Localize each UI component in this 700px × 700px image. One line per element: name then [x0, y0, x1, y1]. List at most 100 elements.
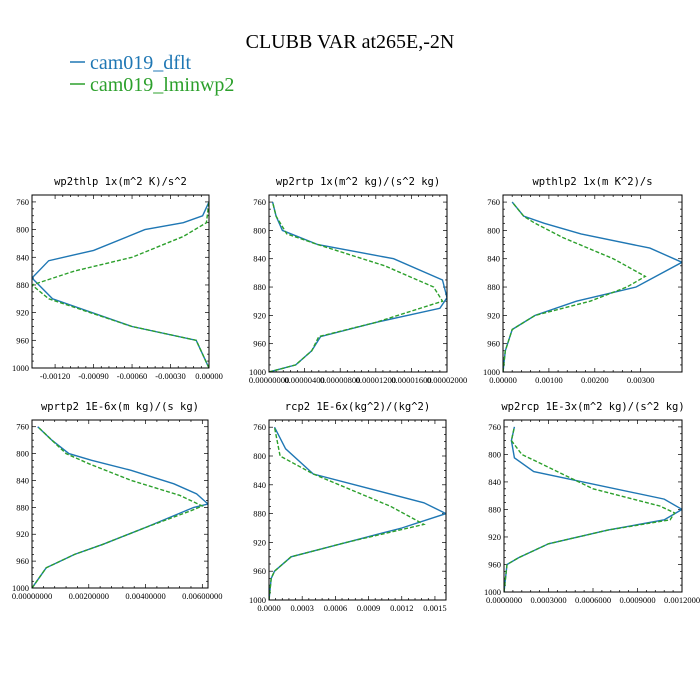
panel-2-xtick-label: 0.00000800: [320, 375, 360, 385]
legend: cam019_dflt cam019_lminwp2: [70, 52, 234, 96]
panel-4-ytick-label: 800: [16, 449, 29, 459]
panel-4-ytick-label: 960: [16, 556, 29, 566]
panel-3-xtick-label: 0.00300: [627, 375, 655, 385]
panel-6-ytick-label: 800: [488, 449, 501, 459]
panel-2-xtick-label: 0.00001600: [391, 375, 431, 385]
panel-5-ytick-label: 840: [253, 480, 266, 490]
panel-1-ytick-label: 880: [16, 280, 29, 290]
panel-3-xtick-label: 0.00000: [489, 375, 517, 385]
panel-6-ytick-label: 960: [488, 559, 501, 569]
panel-4-xtick-label: 0.00400000: [125, 591, 165, 601]
panel-3-ytick-label: 840: [487, 254, 500, 264]
panel-1-ytick-label: 920: [16, 308, 29, 318]
panel-2-series-dflt: [269, 201, 447, 372]
panel-3-frame: [502, 194, 683, 373]
panel-1-ytick-label: 800: [16, 225, 29, 235]
panel-6-frame: [503, 419, 683, 593]
panel-1-xtick-label: -0.00030: [155, 371, 185, 381]
panel-2-title: wp2rtp 1x(m^2 kg)/(s^2 kg): [276, 176, 440, 188]
panel-5-ytick-label: 760: [253, 422, 266, 432]
panel-6-title: wp2rcp 1E-3x(m^2 kg)/(s^2 kg): [501, 401, 684, 413]
panel-2-ytick-label: 840: [253, 254, 266, 264]
panel-4-ytick-label: 920: [16, 529, 29, 539]
panel-2-ytick-label: 1000: [249, 367, 266, 377]
panel-4-ytick-label: 840: [16, 475, 29, 485]
panel-6-xtick-label: 0.0003000: [530, 595, 566, 605]
panel-5-xtick-label: 0.0003: [291, 603, 314, 613]
panel-4-xtick-label: 0.00600000: [182, 591, 222, 601]
panel-2-ytick-label: 960: [253, 339, 266, 349]
panel-5-xtick-label: 0.0000: [257, 603, 280, 613]
panel-3-title: wpthlp2 1x(m K^2)/s: [532, 176, 652, 188]
panel-1-title: wp2thlp 1x(m^2 K)/s^2: [54, 176, 187, 188]
panel-1-xtick-label: -0.00090: [78, 371, 108, 381]
panels: wp2thlp 1x(m^2 K)/s^2 760 800 840 880 920 960 1…: [12, 176, 700, 613]
panel-4-xtick-label: 0.00200000: [69, 591, 109, 601]
panel-4-ytick-label: 880: [16, 502, 29, 512]
panel-6-xtick-label: 0.0009000: [619, 595, 655, 605]
panel-2-xtick-label: 0.00001200: [356, 375, 396, 385]
panel-4-ytick-label: 760: [16, 422, 29, 432]
panel-4-title: wprtp2 1E-6x(m kg)/(s kg): [41, 401, 199, 413]
panel-2-ytick-label: 760: [253, 197, 266, 207]
panel-5-xtick-label: 0.0006: [324, 603, 347, 613]
panel-2-frame: [268, 194, 448, 373]
panel-6-series-dflt: [504, 426, 682, 592]
panel-3-ytick-label: 800: [487, 225, 500, 235]
panel-2-xtick-label: 0.00000400: [284, 375, 324, 385]
panel-2-series-lminwp2: [269, 201, 444, 372]
panel-4: wprtp2 1E-6x(m kg)/(s kg) 760 800 840 880 920…: [12, 401, 223, 601]
panel-3-ytick-label: 760: [487, 197, 500, 207]
legend-label-lminwp2: cam019_lminwp2: [90, 74, 234, 96]
panel-4-frame: [31, 419, 209, 589]
panel-1-frame: [31, 194, 210, 369]
panel-3-xtick-label: 0.00200: [581, 375, 609, 385]
panel-6-series-lminwp2: [504, 426, 676, 592]
panel-5: rcp2 1E-6x(kg^2)/(kg^2) 760 800 840 880 920 96…: [249, 401, 447, 613]
panel-3-ytick-label: 1000: [483, 367, 500, 377]
panel-1-ytick-label: 1000: [12, 363, 29, 373]
panel-2-ytick-label: 880: [253, 282, 266, 292]
panel-6-ytick-label: 760: [488, 422, 501, 432]
panel-4-series-lminwp2: [32, 426, 205, 588]
panel-2-xtick-label: 0.00002000: [427, 375, 467, 385]
panel-1-series-dflt: [32, 201, 209, 368]
panel-1-ytick-label: 840: [16, 252, 29, 262]
panel-2-ytick-label: 920: [253, 310, 266, 320]
panel-5-xtick-label: 0.0015: [423, 603, 446, 613]
panel-5-series-lminwp2: [269, 427, 426, 600]
panel-5-series-dflt: [269, 426, 446, 600]
figure-title: CLUBB VAR at265E,-2N: [246, 31, 455, 53]
panel-6-xtick-label: 0.0012000: [664, 595, 700, 605]
panel-6-ytick-label: 1000: [484, 587, 501, 597]
panel-3-xtick-label: 0.00100: [535, 375, 563, 385]
panel-1-xtick-label: -0.00060: [117, 371, 147, 381]
panel-1: wp2thlp 1x(m^2 K)/s^2 760 800 840 880 920 960 1…: [12, 176, 223, 381]
panel-5-ytick-label: 920: [253, 537, 266, 547]
panel-3-series-dflt: [503, 201, 682, 372]
panel-1-ytick-label: 760: [16, 197, 29, 207]
panel-3-ytick-label: 920: [487, 310, 500, 320]
panel-5-xtick-label: 0.0012: [390, 603, 413, 613]
panel-6-ytick-label: 840: [488, 477, 501, 487]
panel-5-title: rcp2 1E-6x(kg^2)/(kg^2): [285, 401, 430, 413]
panel-2-ytick-label: 800: [253, 225, 266, 235]
legend-label-dflt: cam019_dflt: [90, 52, 192, 74]
panel-4-ytick-label: 1000: [12, 583, 29, 593]
panel-6-ytick-label: 880: [488, 504, 501, 514]
panel-1-ytick-label: 960: [16, 335, 29, 345]
panel-6-xtick-label: 0.0006000: [575, 595, 611, 605]
panel-5-ytick-label: 880: [253, 509, 266, 519]
panel-1-series-lminwp2: [32, 201, 209, 368]
panel-3: wpthlp2 1x(m K^2)/s 760 800 840 880 920 960 100…: [483, 176, 683, 385]
panel-3-ytick-label: 960: [487, 339, 500, 349]
panel-4-series-dflt: [32, 426, 208, 588]
panel-3-ytick-label: 880: [487, 282, 500, 292]
panel-1-xtick-label: 0.00000: [195, 371, 223, 381]
panel-3-series-lminwp2: [503, 201, 647, 372]
panel-5-ytick-label: 1000: [249, 595, 266, 605]
panel-1-xtick-label: -0.00120: [40, 371, 70, 381]
panel-6: wp2rcp 1E-3x(m^2 kg)/(s^2 kg)760 800 840 88…: [484, 401, 700, 605]
panel-2-xtick-label: 0.00000000: [249, 375, 289, 385]
